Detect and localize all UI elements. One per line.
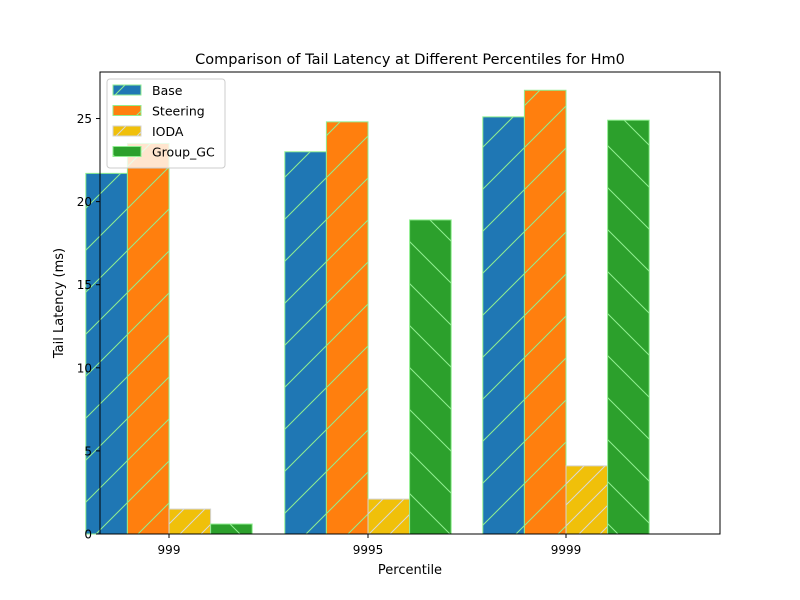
bar-ioda-9995 xyxy=(367,498,411,535)
bar-hatch xyxy=(523,89,567,535)
legend-item-steering: Steering xyxy=(112,104,205,119)
bar-hatch xyxy=(482,116,525,535)
bar-base-999 xyxy=(85,172,128,535)
legend-label: Base xyxy=(152,83,183,98)
legend-swatch-hatch xyxy=(112,105,142,116)
legend-swatch-hatch xyxy=(112,125,142,137)
bar-base-9995 xyxy=(284,151,327,535)
bars-layer xyxy=(85,89,650,535)
legend-label: IODA xyxy=(152,124,184,139)
bar-base-9999 xyxy=(482,116,525,535)
x-axis-label: Percentile xyxy=(378,563,442,578)
y-tick-label: 5 xyxy=(84,444,92,458)
bar-steering-9995 xyxy=(325,121,369,535)
bar-steering-999 xyxy=(126,142,170,535)
x-tick-label: 9995 xyxy=(353,543,384,557)
bar-hatch xyxy=(168,508,212,535)
y-axis: 0 5 10 15 20 25 xyxy=(77,112,100,542)
legend-item-ioda: IODA xyxy=(112,124,184,139)
bar-hatch xyxy=(284,151,327,535)
legend-box xyxy=(106,78,226,169)
x-tick-label: 9999 xyxy=(551,543,582,557)
x-axis: 999 9995 9999 xyxy=(158,534,582,557)
bar-hatch xyxy=(409,219,452,535)
legend-item-base: Base xyxy=(112,83,183,98)
y-tick-label: 10 xyxy=(77,361,92,375)
legend-label: Steering xyxy=(152,104,205,119)
y-tick-label: 0 xyxy=(84,528,92,542)
y-tick-label: 25 xyxy=(77,112,92,126)
legend: Base Steering IODA Group_GC xyxy=(106,78,226,169)
y-axis-label: Tail Latency (ms) xyxy=(52,248,67,359)
bar-ioda-999 xyxy=(168,508,212,535)
bar-steering-9999 xyxy=(523,89,567,535)
x-tick-label: 999 xyxy=(158,543,181,557)
bar-ioda-9999 xyxy=(565,465,609,535)
y-tick-label: 20 xyxy=(77,195,92,209)
bar-hatch xyxy=(607,119,650,535)
chart-title: Comparison of Tail Latency at Different … xyxy=(195,52,625,68)
bar-hatch xyxy=(210,523,253,535)
legend-label: Group_GC xyxy=(152,145,215,160)
legend-swatch-hatch xyxy=(112,146,142,157)
bar-hatch xyxy=(126,142,170,535)
plot-frame xyxy=(99,71,721,535)
bar-hatch xyxy=(325,121,369,535)
y-tick-label: 15 xyxy=(77,278,92,292)
legend-item-group-gc: Group_GC xyxy=(112,145,215,160)
bar-hatch xyxy=(565,465,609,535)
bar-hatch xyxy=(85,172,128,535)
bar-group-gc-999 xyxy=(210,523,253,535)
bar-group-gc-9999 xyxy=(607,119,650,535)
bar-hatch xyxy=(367,498,411,535)
legend-swatch-hatch xyxy=(112,84,142,96)
bar-group-gc-9995 xyxy=(409,219,452,535)
